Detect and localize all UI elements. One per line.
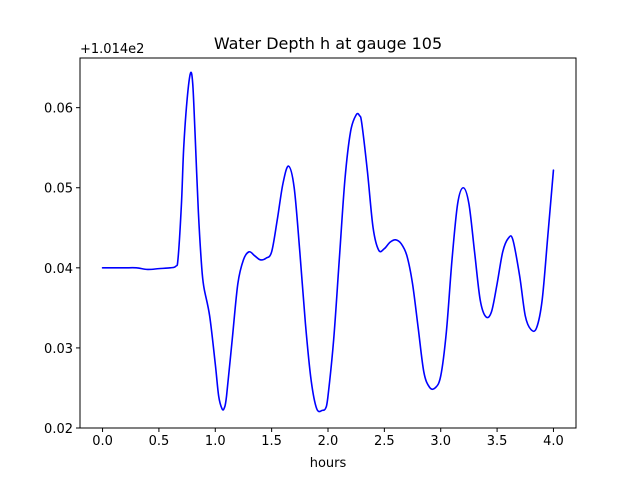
- x-tick-label: 4.0: [543, 434, 564, 449]
- x-axis-ticks: 0.0 0.5 1.0 1.5 2.0 2.5 3.0 3.5 4.0: [92, 428, 564, 449]
- x-tick-label: 2.0: [318, 434, 339, 449]
- x-tick-label: 1.0: [205, 434, 226, 449]
- y-tick-label: 0.04: [44, 262, 73, 277]
- x-tick-label: 2.5: [374, 434, 395, 449]
- y-axis-ticks: 0.02 0.03 0.04 0.05 0.06: [44, 102, 80, 437]
- y-tick-label: 0.06: [44, 102, 73, 117]
- series-line-water-depth: [101, 71, 555, 413]
- y-tick-label: 0.03: [44, 342, 73, 357]
- x-axis-label: hours: [310, 456, 347, 471]
- x-tick-label: 1.5: [261, 434, 282, 449]
- series-layer: [101, 71, 555, 413]
- x-tick-label: 3.0: [430, 434, 451, 449]
- chart-title: Water Depth h at gauge 105: [214, 34, 442, 53]
- plot-frame: [79, 57, 577, 429]
- y-tick-label: 0.02: [44, 422, 73, 437]
- y-tick-label: 0.05: [44, 182, 73, 197]
- x-tick-label: 0.5: [149, 434, 170, 449]
- x-tick-label: 3.5: [487, 434, 508, 449]
- y-offset-label: +1.014e2: [80, 42, 144, 57]
- x-tick-label: 0.0: [92, 434, 113, 449]
